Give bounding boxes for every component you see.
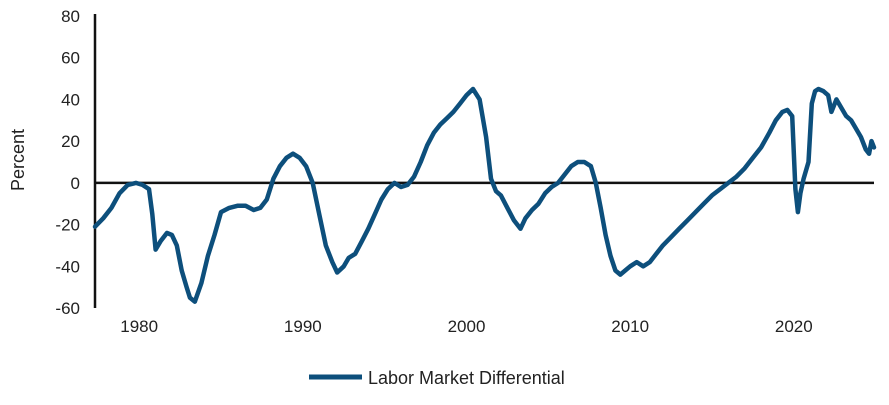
y-axis-tick-labels: 80 60 40 20 0 -20 -40 -60 xyxy=(55,7,80,318)
y-tick-label: -60 xyxy=(55,299,80,318)
x-axis-tick-labels: 1980 1990 2000 2010 2020 xyxy=(120,317,812,336)
x-tick-label: 1980 xyxy=(120,317,158,336)
legend: Labor Market Differential xyxy=(309,368,565,388)
y-tick-label: 60 xyxy=(61,49,80,68)
legend-label: Labor Market Differential xyxy=(368,368,565,388)
x-tick-label: 2020 xyxy=(775,317,813,336)
y-tick-label: 80 xyxy=(61,7,80,26)
y-axis-title: Percent xyxy=(8,129,28,191)
y-tick-label: 40 xyxy=(61,90,80,109)
x-tick-label: 2000 xyxy=(448,317,486,336)
y-tick-label: -20 xyxy=(55,216,80,235)
y-tick-label: 20 xyxy=(61,132,80,151)
y-tick-label: -40 xyxy=(55,257,80,276)
y-tick-label: 0 xyxy=(71,174,80,193)
x-tick-label: 2010 xyxy=(611,317,649,336)
x-tick-label: 1990 xyxy=(284,317,322,336)
series-line-labor-market-differential xyxy=(92,86,877,304)
